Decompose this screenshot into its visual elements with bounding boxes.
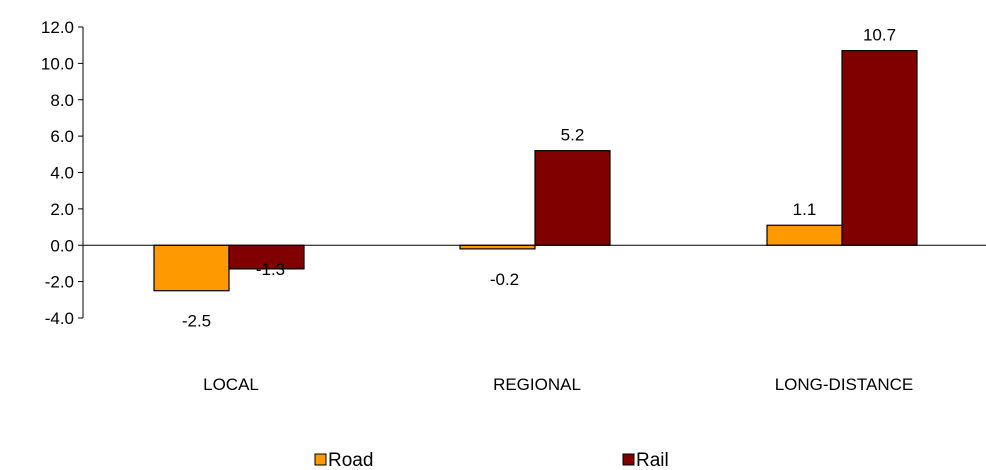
bars bbox=[153, 50, 918, 292]
y-tick-label: 12.0 bbox=[41, 18, 74, 37]
y-tick-label: 6.0 bbox=[50, 127, 74, 146]
legend-label-road: Road bbox=[328, 450, 373, 470]
data-label-road-long-distance: 1.1 bbox=[793, 200, 817, 219]
bar-road-long-distance bbox=[766, 224, 843, 246]
y-tick-label: -4.0 bbox=[45, 309, 74, 328]
y-tick-label: 10.0 bbox=[41, 54, 74, 73]
y-tick-label: -2.0 bbox=[45, 273, 74, 292]
legend: Road Rail bbox=[314, 450, 669, 470]
legend-swatch-rail bbox=[622, 453, 635, 466]
category-label-regional: REGIONAL bbox=[493, 375, 581, 394]
category-labels: LOCAL REGIONAL LONG-DISTANCE bbox=[203, 375, 913, 394]
category-label-local: LOCAL bbox=[203, 375, 259, 394]
data-label-road-regional: -0.2 bbox=[490, 270, 519, 289]
bar-rail-regional bbox=[534, 150, 611, 246]
category-label-long-distance: LONG-DISTANCE bbox=[775, 375, 914, 394]
bar-road-local bbox=[153, 244, 230, 292]
data-labels: -2.5 -1.3 -0.2 5.2 1.1 10.7 bbox=[182, 26, 896, 331]
data-label-rail-regional: 5.2 bbox=[561, 126, 585, 145]
data-label-road-local: -2.5 bbox=[182, 312, 211, 331]
y-tick-label: 8.0 bbox=[50, 91, 74, 110]
y-tick-label: 4.0 bbox=[50, 164, 74, 183]
legend-label-rail: Rail bbox=[636, 450, 669, 470]
bar-road-regional bbox=[459, 244, 536, 250]
bar-rail-long-distance bbox=[841, 50, 918, 246]
legend-swatch-road bbox=[314, 453, 327, 466]
data-label-rail-long-distance: 10.7 bbox=[863, 26, 896, 45]
y-tick-label: 0.0 bbox=[50, 236, 74, 255]
y-axis: 12.0 10.0 8.0 6.0 4.0 2.0 0.0 -2.0 -4.0 bbox=[41, 18, 84, 328]
y-tick-label: 2.0 bbox=[50, 200, 74, 219]
data-label-rail-local: -1.3 bbox=[256, 260, 285, 279]
